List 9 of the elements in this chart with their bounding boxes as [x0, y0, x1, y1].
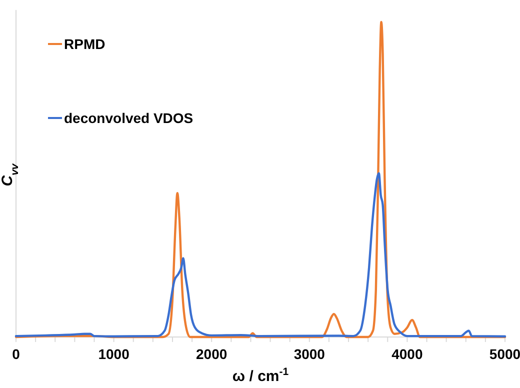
x-tick-label: 0	[12, 346, 20, 362]
x-tick-label: 5000	[489, 346, 520, 362]
legend-label: RPMD	[64, 36, 106, 52]
legend-label: deconvolved VDOS	[64, 110, 194, 126]
x-tick-label: 2000	[196, 346, 228, 362]
x-tick-label: 1000	[98, 346, 130, 362]
x-tick-label: 3000	[294, 346, 326, 362]
x-axis-title: ω / cm$^{-1}$	[232, 366, 289, 385]
x-tick-label: 4000	[392, 346, 423, 362]
